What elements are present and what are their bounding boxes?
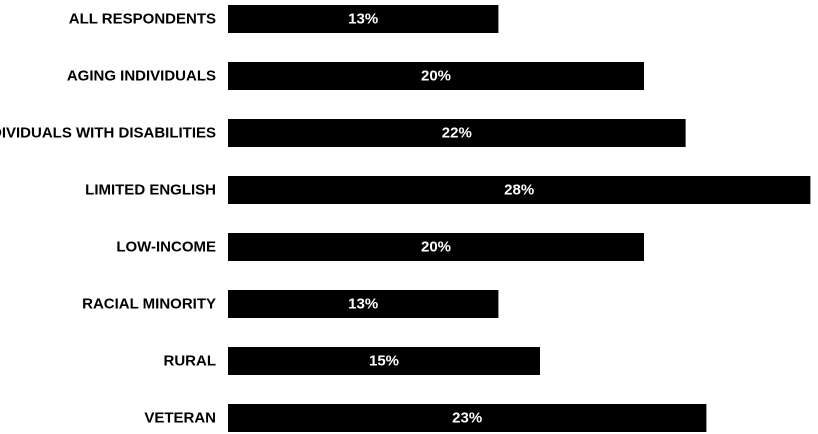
category-label-individuals-with-disabilities: INDIVIDUALS WITH DISABILITIES xyxy=(0,125,216,142)
value-label-rural: 15% xyxy=(369,353,399,370)
value-label-veteran: 23% xyxy=(452,410,482,427)
category-labels-group: ALL RESPONDENTS AGING INDIVIDUALS INDIVIDU… xyxy=(0,11,216,427)
value-label-individuals-with-disabilities: 22% xyxy=(442,125,472,142)
value-label-low-income: 20% xyxy=(421,239,451,256)
category-label-veteran: VETERAN xyxy=(144,410,216,427)
category-label-limited-english: LIMITED ENGLISH xyxy=(85,182,216,199)
bars-group xyxy=(228,5,810,432)
category-label-low-income: LOW-INCOME xyxy=(116,239,216,256)
category-label-rural: RURAL xyxy=(164,353,217,370)
category-label-all-respondents: ALL RESPONDENTS xyxy=(69,11,216,28)
value-label-aging-individuals: 20% xyxy=(421,68,451,85)
value-label-racial-minority: 13% xyxy=(348,296,378,313)
value-label-all-respondents: 13% xyxy=(348,11,378,28)
category-label-aging-individuals: AGING INDIVIDUALS xyxy=(67,68,216,85)
value-label-limited-english: 28% xyxy=(504,182,534,199)
category-label-racial-minority: RACIAL MINORITY xyxy=(82,296,216,313)
